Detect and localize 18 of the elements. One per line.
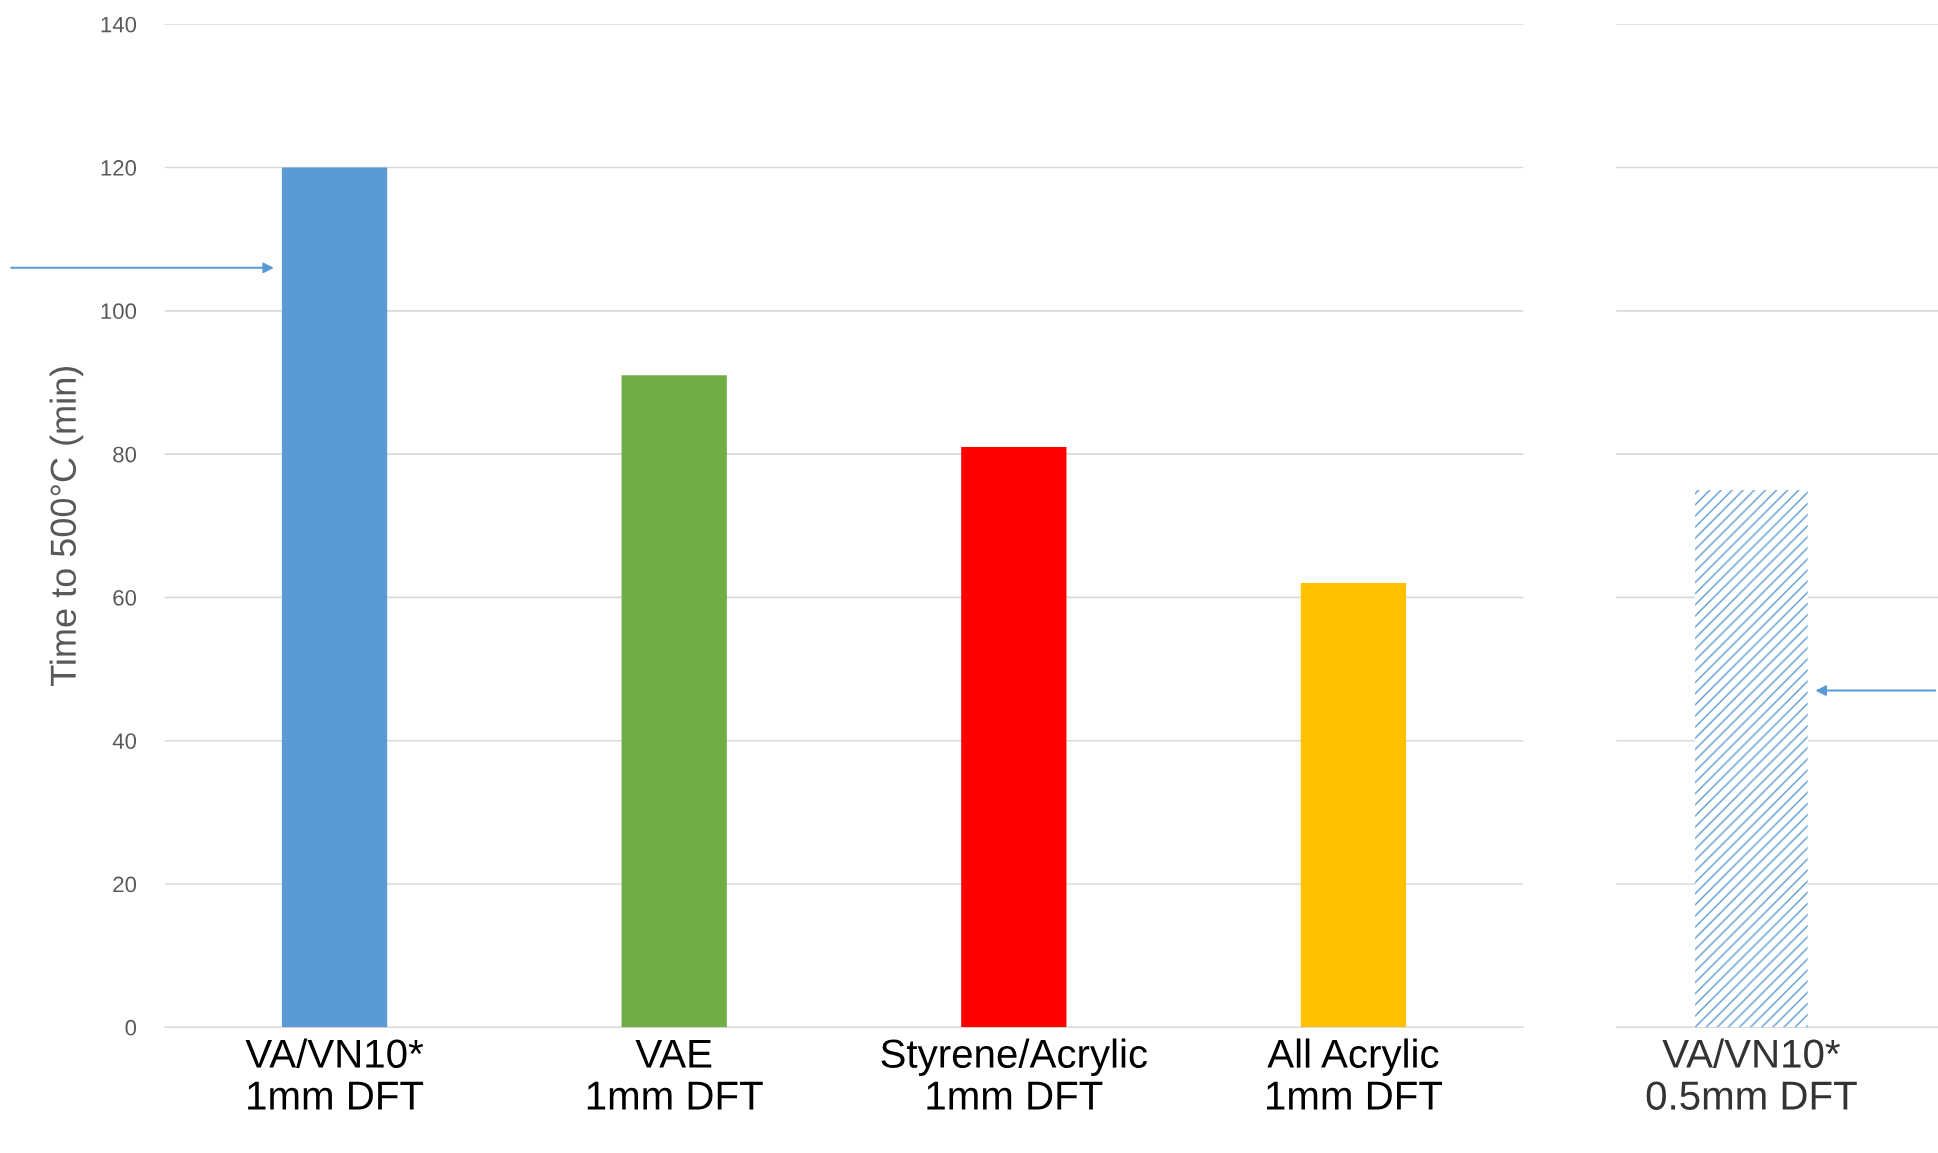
x-tick-label: All Acrylic 1mm DFT bbox=[1267, 1038, 1443, 1110]
y-tick-label: 100 bbox=[101, 303, 137, 320]
bar bbox=[281, 167, 388, 1028]
bar bbox=[621, 375, 727, 1028]
x-tick-label: Styrene/Acrylic 1mm DFT bbox=[881, 1038, 1148, 1110]
x-tick-label: VA/VN10* 0.5mm DFT bbox=[1646, 1038, 1857, 1110]
x-tick-label: VA/VN10* 1mm DFT bbox=[245, 1038, 424, 1110]
bar bbox=[1300, 583, 1407, 1028]
y-tick-label: 20 bbox=[113, 876, 137, 893]
y-tick-label: 120 bbox=[101, 160, 137, 176]
y-axis-title: Time to 500°C (min) bbox=[49, 366, 84, 686]
bar bbox=[961, 446, 1067, 1028]
x-tick-label: VAE 1mm DFT bbox=[587, 1039, 763, 1110]
y-tick-label: 140 bbox=[101, 16, 137, 33]
y-tick-label: 80 bbox=[113, 446, 137, 463]
y-tick-label: 0 bbox=[125, 1019, 137, 1036]
y-tick-label: 60 bbox=[113, 589, 137, 606]
y-tick-label: 40 bbox=[112, 733, 137, 749]
